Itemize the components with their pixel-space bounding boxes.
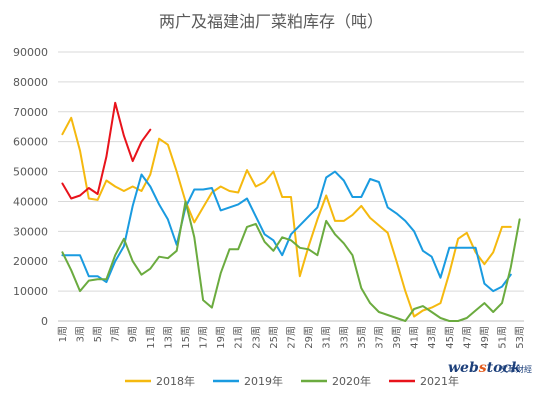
x-tick-label: 11周: [145, 326, 157, 349]
y-tick-label: 10000: [13, 285, 48, 298]
x-tick-label: 51周: [497, 326, 509, 349]
x-tick-label: 31周: [321, 326, 333, 349]
x-tick-label: 45周: [444, 326, 456, 349]
y-tick-label: 50000: [13, 166, 48, 179]
x-tick-label: 19周: [215, 326, 227, 349]
y-tick-label: 70000: [13, 106, 48, 119]
y-tick-label: 0: [41, 315, 48, 328]
x-tick-label: 7周: [110, 326, 122, 342]
legend-label: 2019年: [244, 374, 283, 388]
x-tick-label: 1周: [57, 326, 69, 342]
x-tick-label: 33周: [338, 326, 350, 349]
x-tick-label: 23周: [250, 326, 262, 349]
x-tick-label: 43周: [426, 326, 438, 349]
series-line-2020年: [61, 200, 521, 322]
x-tick-label: 27周: [286, 326, 298, 349]
x-tick-label: 15周: [180, 326, 192, 349]
legend-label: 2020年: [332, 374, 371, 388]
x-tick-label: 53周: [514, 326, 526, 349]
x-tick-label: 21周: [233, 326, 245, 349]
x-tick-label: 5周: [92, 326, 104, 342]
x-tick-label: 9周: [127, 326, 139, 342]
x-tick-label: 37周: [373, 326, 385, 349]
y-tick-label: 30000: [13, 225, 48, 238]
x-tick-label: 49周: [479, 326, 491, 349]
watermark-cn: 文華財經: [500, 365, 532, 374]
y-tick-label: 60000: [13, 136, 48, 149]
y-tick-label: 80000: [13, 76, 48, 89]
series-line-2019年: [61, 170, 512, 293]
watermark-brand: webstock: [448, 360, 521, 376]
x-tick-label: 3周: [74, 326, 86, 342]
y-tick-label: 90000: [13, 46, 48, 59]
x-tick-label: 39周: [391, 326, 403, 349]
legend-label: 2021年: [420, 374, 459, 388]
x-tick-label: 29周: [303, 326, 315, 349]
legend-label: 2018年: [156, 374, 195, 388]
chart-title: 两广及福建油厂菜粕库存（吨）: [159, 12, 383, 31]
x-tick-label: 47周: [461, 326, 473, 349]
x-tick-label: 35周: [356, 326, 368, 349]
x-tick-label: 41周: [409, 326, 421, 349]
watermark-logo: webstock 文華財經: [448, 358, 540, 382]
y-tick-label: 40000: [13, 195, 48, 208]
series-line-2021年: [61, 101, 152, 200]
x-tick-label: 25周: [268, 326, 280, 349]
y-tick-label: 20000: [13, 255, 48, 268]
x-tick-label: 17周: [198, 326, 210, 349]
x-tick-label: 13周: [162, 326, 174, 349]
